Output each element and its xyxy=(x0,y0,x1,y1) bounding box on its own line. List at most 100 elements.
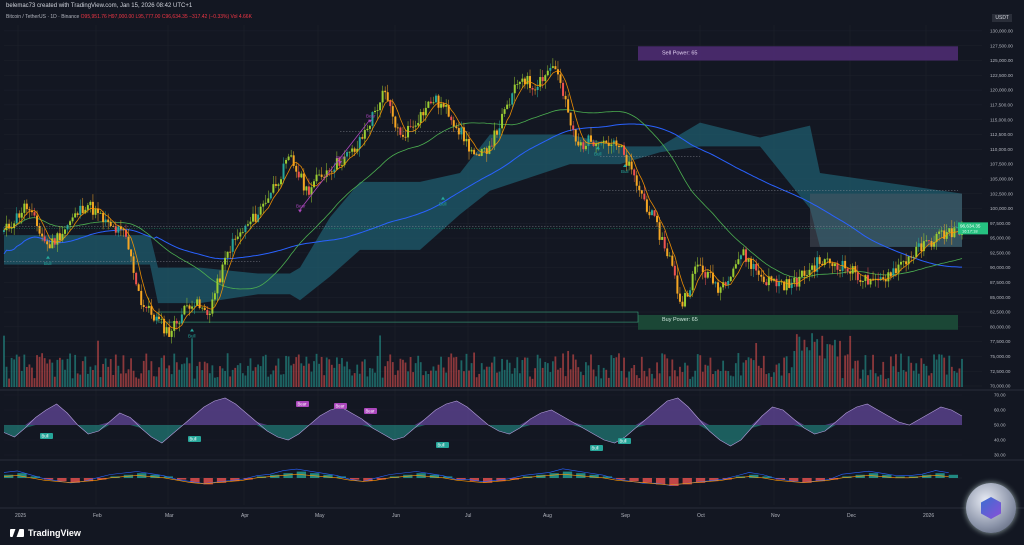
osc-signal-label: Bull xyxy=(620,439,627,444)
volume-bar xyxy=(582,375,585,387)
volume-bar xyxy=(795,334,798,387)
last-price-time: 16:17:18 xyxy=(962,228,978,233)
volume-bar xyxy=(445,372,448,387)
candle-body xyxy=(587,135,590,146)
candle-body xyxy=(20,212,23,218)
x-tick-label: Oct xyxy=(697,513,705,519)
candle-body xyxy=(531,87,534,90)
volume-bar xyxy=(950,366,953,387)
candle-body xyxy=(109,222,112,227)
candle-body xyxy=(86,205,89,210)
candle-body xyxy=(544,75,547,82)
volume-bar xyxy=(935,359,938,387)
candle-body xyxy=(722,282,725,288)
volume-bar xyxy=(247,365,249,387)
volume-bar xyxy=(818,355,821,387)
volume-bar xyxy=(851,368,854,387)
osc-signal-label: Bear xyxy=(298,402,307,407)
candle-body xyxy=(434,95,437,103)
candle-body xyxy=(638,185,641,191)
currency-badge[interactable]: USDT xyxy=(992,14,1012,22)
volume-bar xyxy=(508,362,511,387)
volume-bar xyxy=(638,378,641,387)
volume-bar xyxy=(549,372,552,387)
candle-body xyxy=(58,233,61,241)
volume-bar xyxy=(607,377,610,387)
volume-bar xyxy=(315,353,318,387)
candle-body xyxy=(541,77,544,82)
candle-body xyxy=(546,70,549,76)
volume-bar xyxy=(882,361,885,387)
x-tick-label: Mar xyxy=(165,513,174,519)
candle-body xyxy=(473,149,476,155)
volume-bar xyxy=(892,366,895,387)
candle-body xyxy=(628,161,631,166)
candle-body xyxy=(610,144,613,146)
candle-body xyxy=(839,269,842,271)
candle-body xyxy=(432,102,435,104)
y-tick-label: 102,500.00 xyxy=(990,191,1013,196)
osc-tick-label: 50.00 xyxy=(994,423,1006,428)
volume-bar xyxy=(427,373,430,387)
volume-bar xyxy=(236,365,239,387)
candle-body xyxy=(191,306,194,309)
candle-body xyxy=(900,261,903,265)
candle-body xyxy=(595,143,598,146)
volume-bar xyxy=(834,339,836,387)
volume-bar xyxy=(297,354,300,387)
candle-body xyxy=(625,154,628,166)
volume-bar xyxy=(605,369,608,387)
volume-bar xyxy=(828,344,831,387)
candle-body xyxy=(650,210,653,216)
volume-bar xyxy=(407,371,409,387)
volume-bar xyxy=(178,369,181,387)
volume-bar xyxy=(135,377,138,387)
candle-body xyxy=(516,84,519,85)
volume-bar xyxy=(305,356,308,387)
candle-body xyxy=(821,263,824,266)
candle-body xyxy=(3,230,5,232)
y-tick-label: 85,000.00 xyxy=(990,295,1011,300)
candle-body xyxy=(859,280,862,282)
volume-bar xyxy=(280,374,282,387)
volume-bar xyxy=(633,364,636,387)
volume-bar xyxy=(859,378,862,387)
osc-signal-badge xyxy=(590,445,603,451)
candle-body xyxy=(483,148,486,150)
candle-body xyxy=(104,219,107,222)
candle-body xyxy=(279,179,282,185)
volume-bar xyxy=(551,361,554,387)
candle-body xyxy=(259,206,262,215)
hist-bar xyxy=(429,474,440,478)
candle-body xyxy=(97,208,100,214)
y-tick-label: 80,000.00 xyxy=(990,324,1011,329)
candle-body xyxy=(48,244,51,249)
volume-bar xyxy=(412,372,415,387)
candle-body xyxy=(747,258,750,262)
volume-bar xyxy=(790,367,793,387)
volume-bar xyxy=(961,358,963,387)
volume-bar xyxy=(518,373,521,387)
signal-label: Bear xyxy=(336,155,346,160)
volume-bar xyxy=(831,345,834,387)
candle-body xyxy=(623,145,626,155)
signal-label: Bull xyxy=(621,169,629,174)
volume-bar xyxy=(234,367,237,387)
signal-label: Bull xyxy=(594,151,602,156)
candle-body xyxy=(691,273,694,291)
candle-body xyxy=(559,74,562,83)
candle-body xyxy=(495,130,498,135)
candle-body xyxy=(600,142,603,144)
y-tick-label: 125,000.00 xyxy=(990,58,1013,63)
hist-bar xyxy=(97,478,107,480)
volume-bar xyxy=(457,369,460,387)
candle-body xyxy=(770,276,773,281)
candle-body xyxy=(84,209,87,214)
candle-body xyxy=(478,154,481,156)
symbol-legend[interactable]: Bitcoin / TetherUS · 1D · Binance O95,95… xyxy=(6,14,252,20)
volume-bar xyxy=(285,355,287,387)
x-tick-label: 2025 xyxy=(15,513,26,519)
volume-bar xyxy=(211,365,214,387)
candle-body xyxy=(41,233,44,237)
